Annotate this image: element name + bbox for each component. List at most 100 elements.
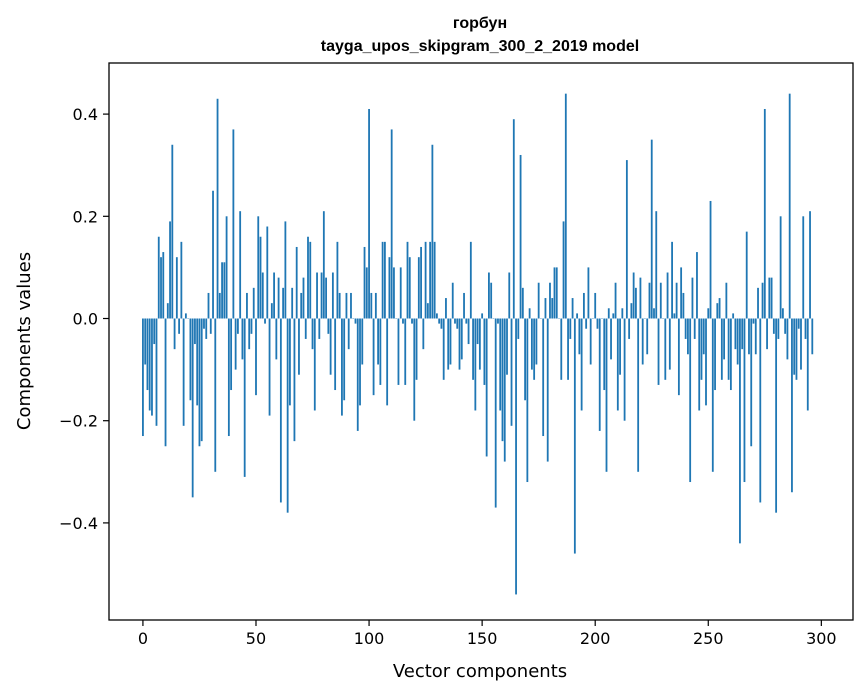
bar (490, 282, 493, 319)
bar (488, 272, 490, 319)
bar (594, 292, 597, 319)
bar (325, 277, 327, 319)
bar (528, 308, 531, 319)
bar (705, 318, 707, 406)
bar (320, 272, 323, 319)
bar (406, 241, 409, 319)
bar (788, 93, 791, 319)
bar (227, 318, 230, 437)
bar (684, 318, 687, 339)
bar (655, 211, 658, 319)
bar (800, 318, 802, 370)
bar (666, 272, 669, 319)
bar (752, 318, 755, 324)
bar (659, 282, 662, 319)
bar (237, 318, 239, 334)
bar (148, 318, 151, 411)
bar (153, 318, 156, 345)
bar (225, 216, 228, 319)
x-tick-label: 0 (138, 629, 148, 648)
bar (295, 246, 298, 319)
bar (234, 318, 237, 370)
bar (535, 318, 538, 365)
bar (239, 211, 242, 319)
bar (709, 200, 712, 319)
bar (689, 318, 692, 483)
bar (361, 318, 364, 365)
bar (533, 318, 536, 380)
bar (169, 221, 171, 319)
y-tick-label: 0.4 (73, 105, 98, 124)
bar (560, 318, 563, 380)
bar (616, 318, 619, 411)
chart-title: горбун (453, 15, 507, 32)
bar (393, 267, 395, 319)
bar (582, 292, 585, 319)
bar (639, 277, 642, 319)
bar (194, 318, 196, 345)
bar (164, 318, 167, 447)
bar (331, 272, 334, 319)
bar (175, 257, 178, 319)
bar (809, 211, 811, 319)
bar (748, 318, 750, 355)
bar (142, 318, 144, 437)
bar (564, 93, 567, 319)
bar (510, 318, 513, 426)
bar (261, 272, 264, 319)
bar (212, 190, 214, 319)
bar (350, 292, 352, 319)
bar (546, 318, 549, 462)
bar (698, 318, 701, 411)
bar (184, 313, 187, 319)
bar (585, 318, 588, 329)
bar (784, 318, 787, 334)
chart-subtitle: tayga_upos_skipgram_300_2_2019 model (321, 38, 639, 55)
bar (420, 246, 422, 319)
bar (589, 318, 592, 365)
bar (555, 267, 558, 319)
bar (311, 318, 314, 350)
x-tick-label: 200 (580, 629, 611, 648)
bar (388, 257, 391, 319)
bar (725, 282, 728, 319)
bar (691, 277, 694, 319)
bar (417, 257, 420, 319)
bar (677, 318, 680, 396)
bar (307, 236, 309, 319)
bar (162, 252, 165, 319)
bar (266, 226, 269, 319)
bar (397, 318, 400, 385)
bar (811, 318, 814, 355)
bar (318, 318, 321, 339)
bar (160, 257, 162, 319)
bar (182, 318, 185, 426)
bar (632, 272, 635, 319)
bar (166, 303, 169, 319)
bar (203, 318, 205, 329)
bar (671, 241, 673, 319)
bar (415, 318, 418, 380)
bar (781, 308, 784, 319)
bar (178, 318, 181, 334)
bar (648, 282, 651, 319)
bar (544, 298, 547, 319)
bar (189, 318, 192, 401)
bar (628, 318, 631, 339)
bar (549, 282, 551, 319)
bar (144, 318, 147, 365)
bar (603, 318, 606, 391)
bar (467, 318, 470, 345)
bar (474, 318, 477, 411)
bar (300, 292, 303, 319)
bar (476, 318, 479, 345)
bar (614, 282, 617, 319)
bar (598, 318, 601, 431)
bar (451, 282, 454, 319)
bar (298, 318, 300, 375)
bar (205, 318, 208, 339)
bar (313, 318, 316, 411)
bar (383, 241, 386, 319)
bar (630, 303, 633, 319)
